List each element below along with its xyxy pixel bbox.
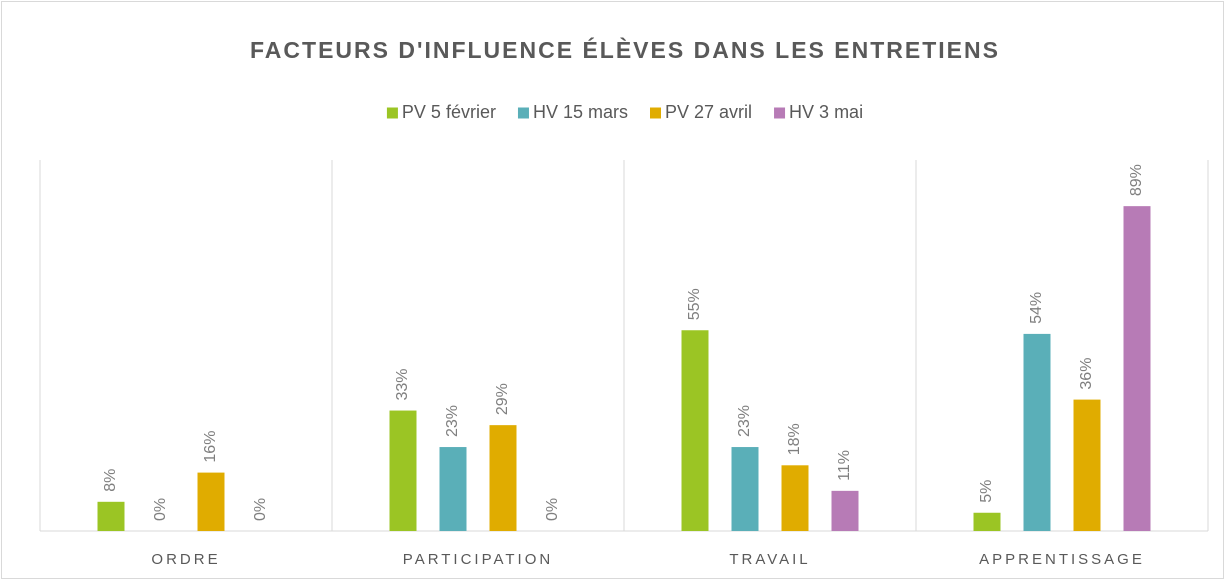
- data-label: 23%: [444, 405, 461, 437]
- legend-swatch: [650, 107, 661, 119]
- data-label: 11%: [836, 450, 853, 481]
- bar: [973, 512, 1001, 531]
- data-label: 36%: [1078, 358, 1095, 390]
- legend-label: PV 27 avril: [665, 102, 752, 122]
- bar: [97, 501, 125, 531]
- chart-title: FACTEURS D'INFLUENCE ÉLÈVES DANS LES ENT…: [250, 36, 1000, 63]
- legend-label: PV 5 février: [402, 102, 496, 122]
- legend-swatch: [386, 107, 398, 119]
- bar: [489, 425, 517, 531]
- legend-label: HV 15 mars: [533, 102, 628, 122]
- bar: [389, 410, 417, 531]
- legend-label: HV 3 mai: [789, 102, 863, 122]
- data-label: 33%: [394, 369, 411, 401]
- bar: [731, 447, 759, 531]
- bar: [439, 447, 467, 531]
- data-label: 0%: [152, 498, 169, 521]
- data-label: 0%: [544, 498, 561, 521]
- bar: [197, 472, 225, 531]
- bar: [831, 490, 859, 531]
- x-tick-label: ORDRE: [151, 551, 220, 568]
- data-label: 18%: [786, 423, 803, 455]
- data-label: 55%: [686, 288, 703, 320]
- legend-swatch: [774, 107, 786, 119]
- data-label: 16%: [202, 431, 219, 463]
- data-label: 8%: [102, 469, 119, 492]
- bar: [1023, 333, 1051, 531]
- bar: [1073, 399, 1101, 531]
- data-label: 0%: [252, 498, 269, 521]
- data-label: 5%: [978, 480, 995, 503]
- data-label: 54%: [1028, 292, 1045, 324]
- x-tick-label: PARTICIPATION: [403, 551, 553, 568]
- data-label: 23%: [736, 405, 753, 437]
- x-tick-label: TRAVAIL: [729, 551, 810, 568]
- x-tick-label: APPRENTISSAGE: [979, 551, 1145, 568]
- data-label: 89%: [1128, 164, 1145, 196]
- bar: [781, 465, 809, 531]
- bar: [1123, 206, 1151, 531]
- bar: [681, 330, 709, 531]
- legend-swatch: [517, 107, 529, 119]
- data-label: 29%: [494, 383, 511, 415]
